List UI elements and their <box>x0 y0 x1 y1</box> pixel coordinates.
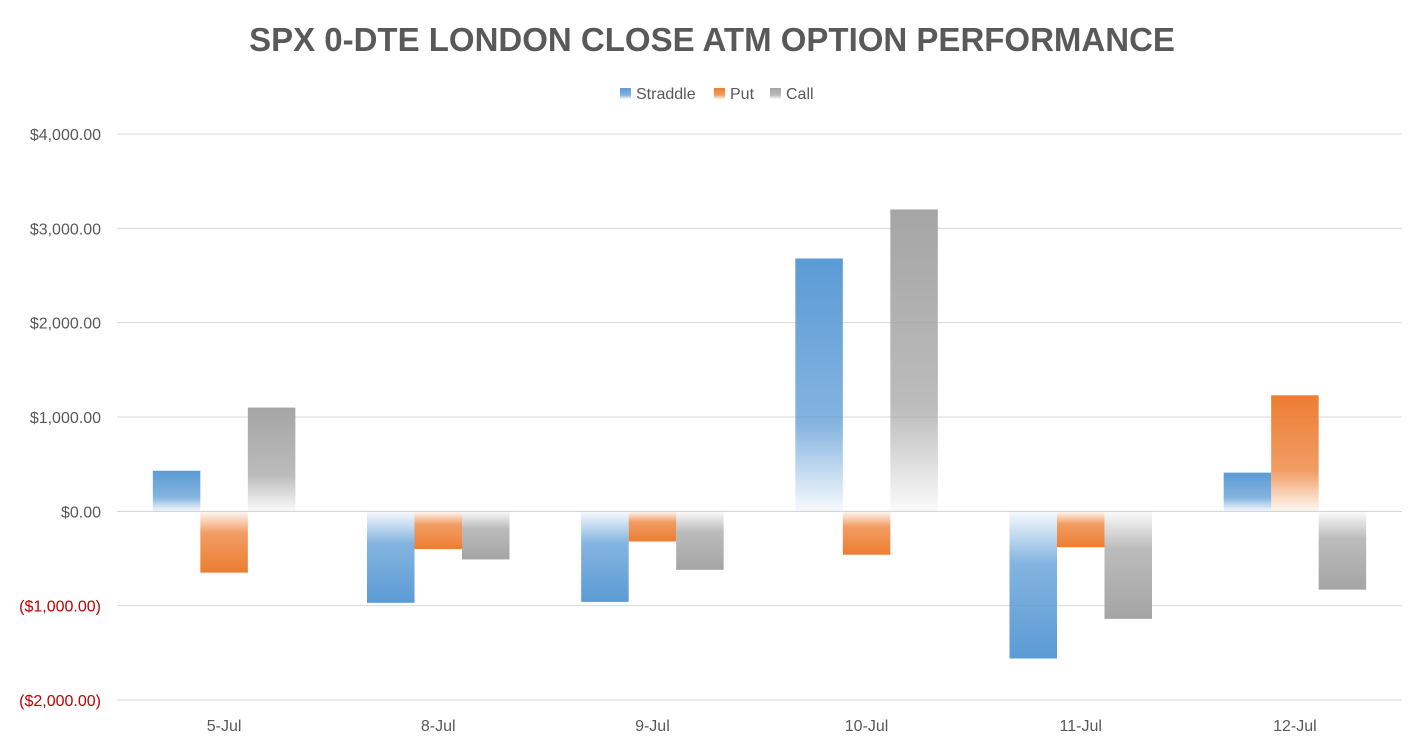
bar-straddle-12-jul <box>1223 472 1272 512</box>
bar-straddle-10-jul <box>795 258 843 512</box>
bar-call-10-jul <box>890 209 938 512</box>
bar-straddle-11-jul <box>1009 511 1057 659</box>
x-tick-label: 10-Jul <box>845 718 889 735</box>
x-tick-label: 12-Jul <box>1273 718 1317 735</box>
x-tick-label: 8-Jul <box>421 718 456 735</box>
y-tick-label: $2,000.00 <box>30 316 101 333</box>
bar-put-8-jul <box>414 511 462 550</box>
bar-straddle-9-jul <box>581 511 629 602</box>
bar-put-10-jul <box>842 511 891 555</box>
legend: Straddle Put Call <box>620 86 814 103</box>
y-axis: $4,000.00 $3,000.00 $2,000.00 $1,000.00 $0.0… <box>19 127 101 710</box>
x-tick-label: 11-Jul <box>1060 718 1102 735</box>
legend-swatch-straddle <box>620 88 631 99</box>
bar-put-5-jul <box>200 511 248 573</box>
y-tick-label: ($1,000.00) <box>19 599 101 616</box>
legend-swatch-put <box>714 88 725 99</box>
bar-straddle-8-jul <box>367 511 415 603</box>
y-tick-label: $0.00 <box>61 504 101 521</box>
x-tick-label: 5-Jul <box>207 718 242 735</box>
x-axis: 5-Jul 8-Jul 9-Jul 10-Jul 11-Jul 12-Jul <box>207 718 1317 735</box>
y-tick-label: $1,000.00 <box>30 410 101 427</box>
bar-call-9-jul <box>676 511 724 570</box>
bar-put-12-jul <box>1271 395 1319 512</box>
x-tick-label: 9-Jul <box>635 718 670 735</box>
y-tick-label: ($2,000.00) <box>19 693 101 710</box>
legend-label-put: Put <box>730 86 755 103</box>
legend-label-straddle: Straddle <box>636 86 696 103</box>
bar-call-5-jul <box>247 407 296 512</box>
bar-put-11-jul <box>1057 511 1105 548</box>
legend-swatch-call <box>770 88 781 99</box>
y-tick-label: $3,000.00 <box>30 221 101 238</box>
bars <box>152 209 1367 659</box>
y-tick-label: $4,000.00 <box>30 127 101 144</box>
bar-call-8-jul <box>462 511 510 560</box>
bar-call-12-jul <box>1318 511 1367 590</box>
bar-straddle-5-jul <box>152 470 201 512</box>
gridlines <box>117 133 1402 701</box>
legend-label-call: Call <box>786 86 814 103</box>
chart-title: SPX 0-DTE LONDON CLOSE ATM OPTION PERFOR… <box>249 21 1175 58</box>
bar-call-11-jul <box>1104 511 1152 619</box>
bar-put-9-jul <box>628 511 677 542</box>
